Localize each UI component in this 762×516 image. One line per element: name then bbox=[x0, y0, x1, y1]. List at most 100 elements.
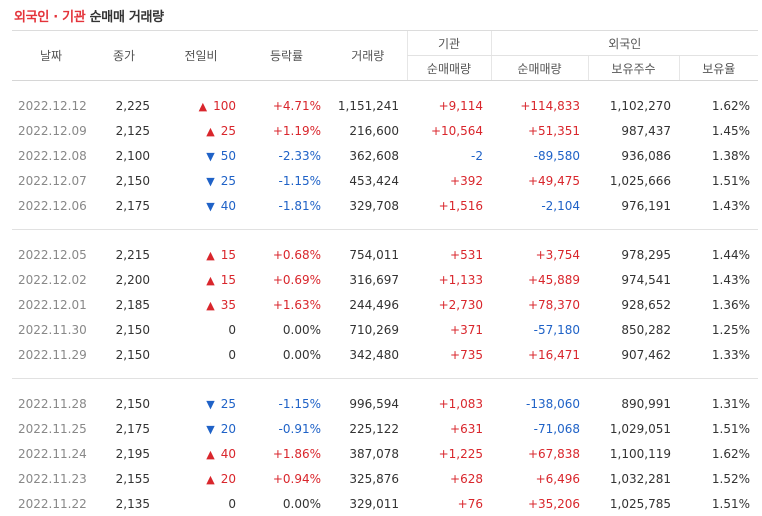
cell-foreign-ratio: 1.33% bbox=[679, 342, 758, 367]
cell-change: ▲ 25 bbox=[158, 118, 244, 143]
cell-institution-net: +76 bbox=[407, 491, 491, 516]
change-value: 20 bbox=[221, 472, 236, 486]
cell-date: 2022.12.02 bbox=[12, 267, 90, 292]
cell-date: 2022.12.08 bbox=[12, 143, 90, 168]
cell-close: 2,215 bbox=[90, 242, 158, 267]
cell-close: 2,150 bbox=[90, 391, 158, 416]
cell-rate: 0.00% bbox=[244, 317, 329, 342]
cell-date: 2022.12.09 bbox=[12, 118, 90, 143]
cell-institution-net: +1,516 bbox=[407, 193, 491, 218]
cell-foreign-ratio: 1.51% bbox=[679, 491, 758, 516]
cell-foreign-holdings: 907,462 bbox=[588, 342, 679, 367]
cell-change: ▼40 bbox=[158, 193, 244, 218]
cell-change: ▲ 100 bbox=[158, 93, 244, 118]
change-value: 25 bbox=[221, 174, 236, 188]
cell-volume: 754,011 bbox=[329, 242, 407, 267]
cell-institution-net: -2 bbox=[407, 143, 491, 168]
change-value: 15 bbox=[221, 273, 236, 287]
cell-close: 2,100 bbox=[90, 143, 158, 168]
change-value: 100 bbox=[213, 99, 236, 113]
group-spacer bbox=[12, 379, 758, 392]
cell-volume: 453,424 bbox=[329, 168, 407, 193]
cell-institution-net: +2,730 bbox=[407, 292, 491, 317]
cell-institution-net: +531 bbox=[407, 242, 491, 267]
cell-rate: -2.33% bbox=[244, 143, 329, 168]
triangle-down-icon: ▼ bbox=[206, 398, 214, 411]
cell-volume: 342,480 bbox=[329, 342, 407, 367]
cell-volume: 996,594 bbox=[329, 391, 407, 416]
triangle-up-icon: ▲ bbox=[206, 473, 214, 486]
cell-date: 2022.11.22 bbox=[12, 491, 90, 516]
cell-change: ▲15 bbox=[158, 267, 244, 292]
cell-institution-net: +1,083 bbox=[407, 391, 491, 416]
cell-foreign-net: -89,580 bbox=[491, 143, 588, 168]
cell-close: 2,225 bbox=[90, 93, 158, 118]
change-value: 0 bbox=[228, 348, 236, 362]
cell-foreign-ratio: 1.51% bbox=[679, 168, 758, 193]
header-foreign-holdings: 보유주수 bbox=[588, 56, 679, 81]
cell-volume: 225,122 bbox=[329, 416, 407, 441]
cell-change: ▲35 bbox=[158, 292, 244, 317]
section-title: 외국인 · 기관 순매매 거래량 bbox=[14, 6, 164, 25]
cell-close: 2,155 bbox=[90, 466, 158, 491]
cell-foreign-holdings: 928,652 bbox=[588, 292, 679, 317]
group-spacer bbox=[12, 230, 758, 243]
group-separator bbox=[12, 218, 758, 230]
cell-date: 2022.11.30 bbox=[12, 317, 90, 342]
title-rest: 순매매 거래량 bbox=[85, 10, 163, 25]
header-foreign-ratio: 보유율 bbox=[679, 56, 758, 81]
triangle-down-icon: ▼ bbox=[206, 423, 214, 436]
cell-close: 2,125 bbox=[90, 118, 158, 143]
cell-foreign-net: +16,471 bbox=[491, 342, 588, 367]
cell-foreign-ratio: 1.52% bbox=[679, 466, 758, 491]
cell-rate: +1.63% bbox=[244, 292, 329, 317]
header-institution-net: 순매매량 bbox=[407, 56, 491, 81]
cell-volume: 329,011 bbox=[329, 491, 407, 516]
change-value: 25 bbox=[221, 124, 236, 138]
title-institution: 기관 bbox=[62, 10, 85, 25]
cell-foreign-ratio: 1.51% bbox=[679, 416, 758, 441]
cell-foreign-ratio: 1.43% bbox=[679, 267, 758, 292]
cell-change: 0 bbox=[158, 317, 244, 342]
change-value: 15 bbox=[221, 248, 236, 262]
title-foreign: 외국인 bbox=[14, 10, 49, 25]
cell-close: 2,200 bbox=[90, 267, 158, 292]
cell-rate: +0.69% bbox=[244, 267, 329, 292]
cell-change: ▲ 20 bbox=[158, 466, 244, 491]
triangle-up-icon: ▲ bbox=[206, 249, 214, 262]
cell-foreign-net: -57,180 bbox=[491, 317, 588, 342]
cell-date: 2022.11.28 bbox=[12, 391, 90, 416]
cell-foreign-net: +6,496 bbox=[491, 466, 588, 491]
cell-close: 2,150 bbox=[90, 168, 158, 193]
cell-volume: 362,608 bbox=[329, 143, 407, 168]
change-value: 0 bbox=[228, 323, 236, 337]
cell-foreign-holdings: 1,029,051 bbox=[588, 416, 679, 441]
cell-institution-net: +1,225 bbox=[407, 441, 491, 466]
cell-date: 2022.11.25 bbox=[12, 416, 90, 441]
cell-foreign-net: +78,370 bbox=[491, 292, 588, 317]
change-value: 20 bbox=[221, 422, 236, 436]
header-rate: 등락률 bbox=[244, 31, 329, 81]
triangle-up-icon: ▲ bbox=[199, 100, 207, 113]
cell-institution-net: +628 bbox=[407, 466, 491, 491]
triangle-up-icon: ▲ bbox=[206, 125, 214, 138]
group-separator bbox=[12, 367, 758, 379]
cell-volume: 1,151,241 bbox=[329, 93, 407, 118]
change-value: 35 bbox=[221, 298, 236, 312]
cell-rate: 0.00% bbox=[244, 491, 329, 516]
cell-institution-net: +10,564 bbox=[407, 118, 491, 143]
cell-close: 2,135 bbox=[90, 491, 158, 516]
header-close: 종가 bbox=[90, 31, 158, 81]
cell-foreign-ratio: 1.36% bbox=[679, 292, 758, 317]
cell-foreign-holdings: 1,025,666 bbox=[588, 168, 679, 193]
cell-rate: -0.91% bbox=[244, 416, 329, 441]
cell-volume: 244,496 bbox=[329, 292, 407, 317]
